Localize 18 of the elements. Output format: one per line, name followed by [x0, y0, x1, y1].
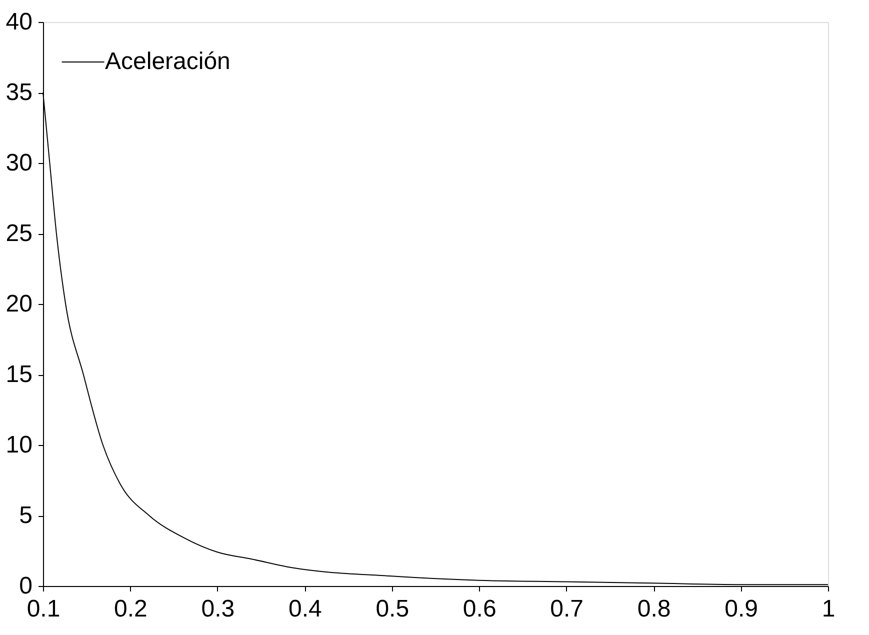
y-tick-label: 30: [6, 150, 32, 176]
y-tick-label: 25: [6, 220, 32, 247]
y-tick-label: 15: [6, 361, 32, 388]
x-tick-label: 0.9: [724, 596, 758, 622]
y-tick-label: 5: [19, 502, 32, 529]
x-tick-label: 0.3: [201, 596, 235, 622]
y-tick-label: 35: [6, 79, 32, 106]
x-tick-label: 0.8: [637, 596, 671, 622]
y-tick-label: 40: [6, 8, 32, 36]
y-tick-label: 10: [6, 432, 32, 458]
y-tick-label: 20: [6, 290, 32, 318]
x-tick-label: 0.6: [462, 596, 496, 622]
legend-label: Aceleración: [105, 48, 230, 75]
x-tick-label: 1: [822, 596, 836, 622]
x-tick-label: 0.7: [550, 596, 584, 622]
x-tick-label: 0.2: [114, 596, 148, 622]
x-tick-label: 0.5: [376, 596, 410, 622]
x-tick-label: 0.4: [288, 596, 322, 622]
